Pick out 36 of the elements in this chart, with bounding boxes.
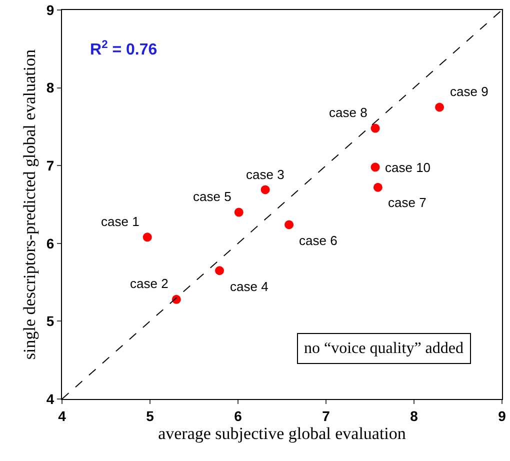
point bbox=[370, 162, 380, 172]
x-tick-label: 4 bbox=[58, 408, 66, 424]
x-axis-title: average subjective global evaluation bbox=[158, 424, 406, 444]
annotation: case 2 bbox=[130, 276, 168, 291]
annotation: case 4 bbox=[230, 279, 268, 294]
annotation: case 6 bbox=[299, 233, 338, 248]
point bbox=[435, 102, 444, 112]
y-tick-label: 9 bbox=[46, 2, 54, 18]
annotation: case 8 bbox=[329, 105, 368, 120]
annotation: case 5 bbox=[193, 189, 232, 204]
x-tick-label: 7 bbox=[322, 408, 330, 424]
annotation: case 10 bbox=[385, 160, 431, 175]
x-tick-label: 6 bbox=[234, 408, 242, 424]
x-tick-label: 8 bbox=[410, 408, 418, 424]
annotation: R$^{2}$ = 0.76 bbox=[90, 39, 158, 59]
point bbox=[370, 124, 380, 133]
y-tick-label: 5 bbox=[46, 313, 54, 330]
annotation: no “voice quality” added bbox=[304, 340, 464, 357]
point bbox=[260, 185, 270, 194]
annotation: case 1 bbox=[101, 214, 140, 229]
point bbox=[234, 208, 244, 217]
y-tick-label: 4 bbox=[46, 390, 54, 407]
y-tick-label: 7 bbox=[46, 158, 54, 174]
y-tick-label: 8 bbox=[46, 80, 54, 96]
y-axis-title: single descriptors-predicted global evaluation bbox=[20, 48, 39, 360]
annotation: case 9 bbox=[450, 84, 488, 99]
point bbox=[284, 220, 294, 230]
point bbox=[215, 266, 224, 276]
x-tick-label: 5 bbox=[146, 408, 154, 424]
y-tick-label: 6 bbox=[46, 235, 54, 252]
point bbox=[373, 182, 382, 192]
point bbox=[172, 294, 181, 304]
point bbox=[142, 232, 152, 242]
annotation: case 7 bbox=[388, 195, 426, 210]
annotation: case 3 bbox=[246, 167, 284, 182]
x-tick-label: 9 bbox=[498, 408, 506, 424]
